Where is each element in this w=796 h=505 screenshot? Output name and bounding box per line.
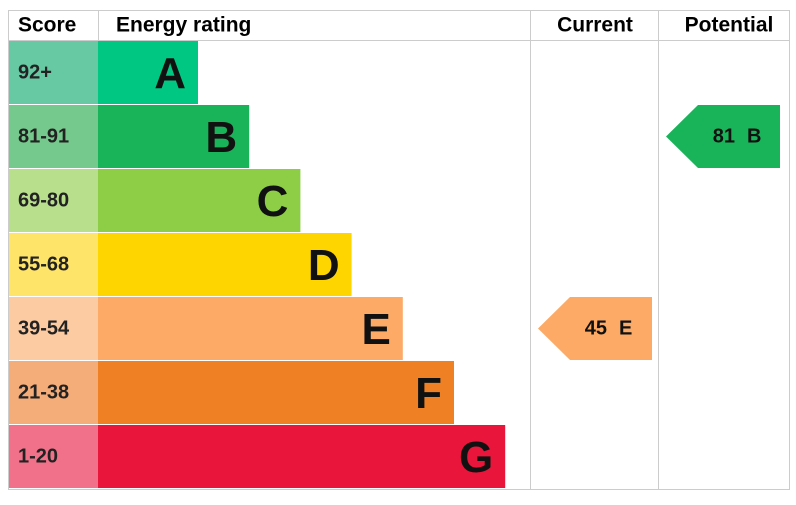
rating-bar — [98, 233, 352, 296]
score-cell — [9, 233, 98, 296]
rating-letter: C — [257, 177, 289, 226]
rating-bar — [98, 41, 198, 104]
score-label: 1-20 — [18, 446, 58, 468]
header-score: Score — [18, 14, 76, 37]
potential-letter: B — [747, 126, 761, 148]
current-letter: E — [619, 318, 632, 340]
rating-letter: A — [154, 49, 186, 98]
score-label: 55-68 — [18, 254, 69, 276]
score-label: 39-54 — [18, 318, 70, 340]
score-label: 21-38 — [18, 382, 69, 404]
score-label: 69-80 — [18, 190, 69, 212]
potential-value: 81 — [713, 126, 735, 148]
rating-letter: F — [415, 369, 442, 418]
rating-bar — [98, 297, 403, 360]
rating-letter: E — [361, 305, 390, 354]
potential-arrow — [666, 105, 780, 168]
rating-bar — [98, 361, 454, 424]
current-value: 45 — [585, 318, 607, 340]
rating-letter: D — [308, 241, 340, 290]
header-rating: Energy rating — [116, 14, 251, 37]
score-cell — [9, 105, 98, 168]
score-cell — [9, 41, 98, 104]
rating-letter: B — [205, 113, 237, 162]
rating-bar — [98, 105, 250, 168]
rating-bar — [98, 169, 301, 232]
current-arrow — [538, 297, 652, 360]
rating-letter: G — [459, 433, 493, 482]
header-current: Current — [557, 14, 633, 37]
score-cell — [9, 297, 98, 360]
score-cell — [9, 361, 98, 424]
score-cell — [9, 169, 98, 232]
score-cell — [9, 425, 98, 488]
score-label: 81-91 — [18, 126, 69, 148]
score-label: 92+ — [18, 62, 52, 84]
header-potential: Potential — [685, 14, 774, 37]
rating-bar — [98, 425, 506, 488]
